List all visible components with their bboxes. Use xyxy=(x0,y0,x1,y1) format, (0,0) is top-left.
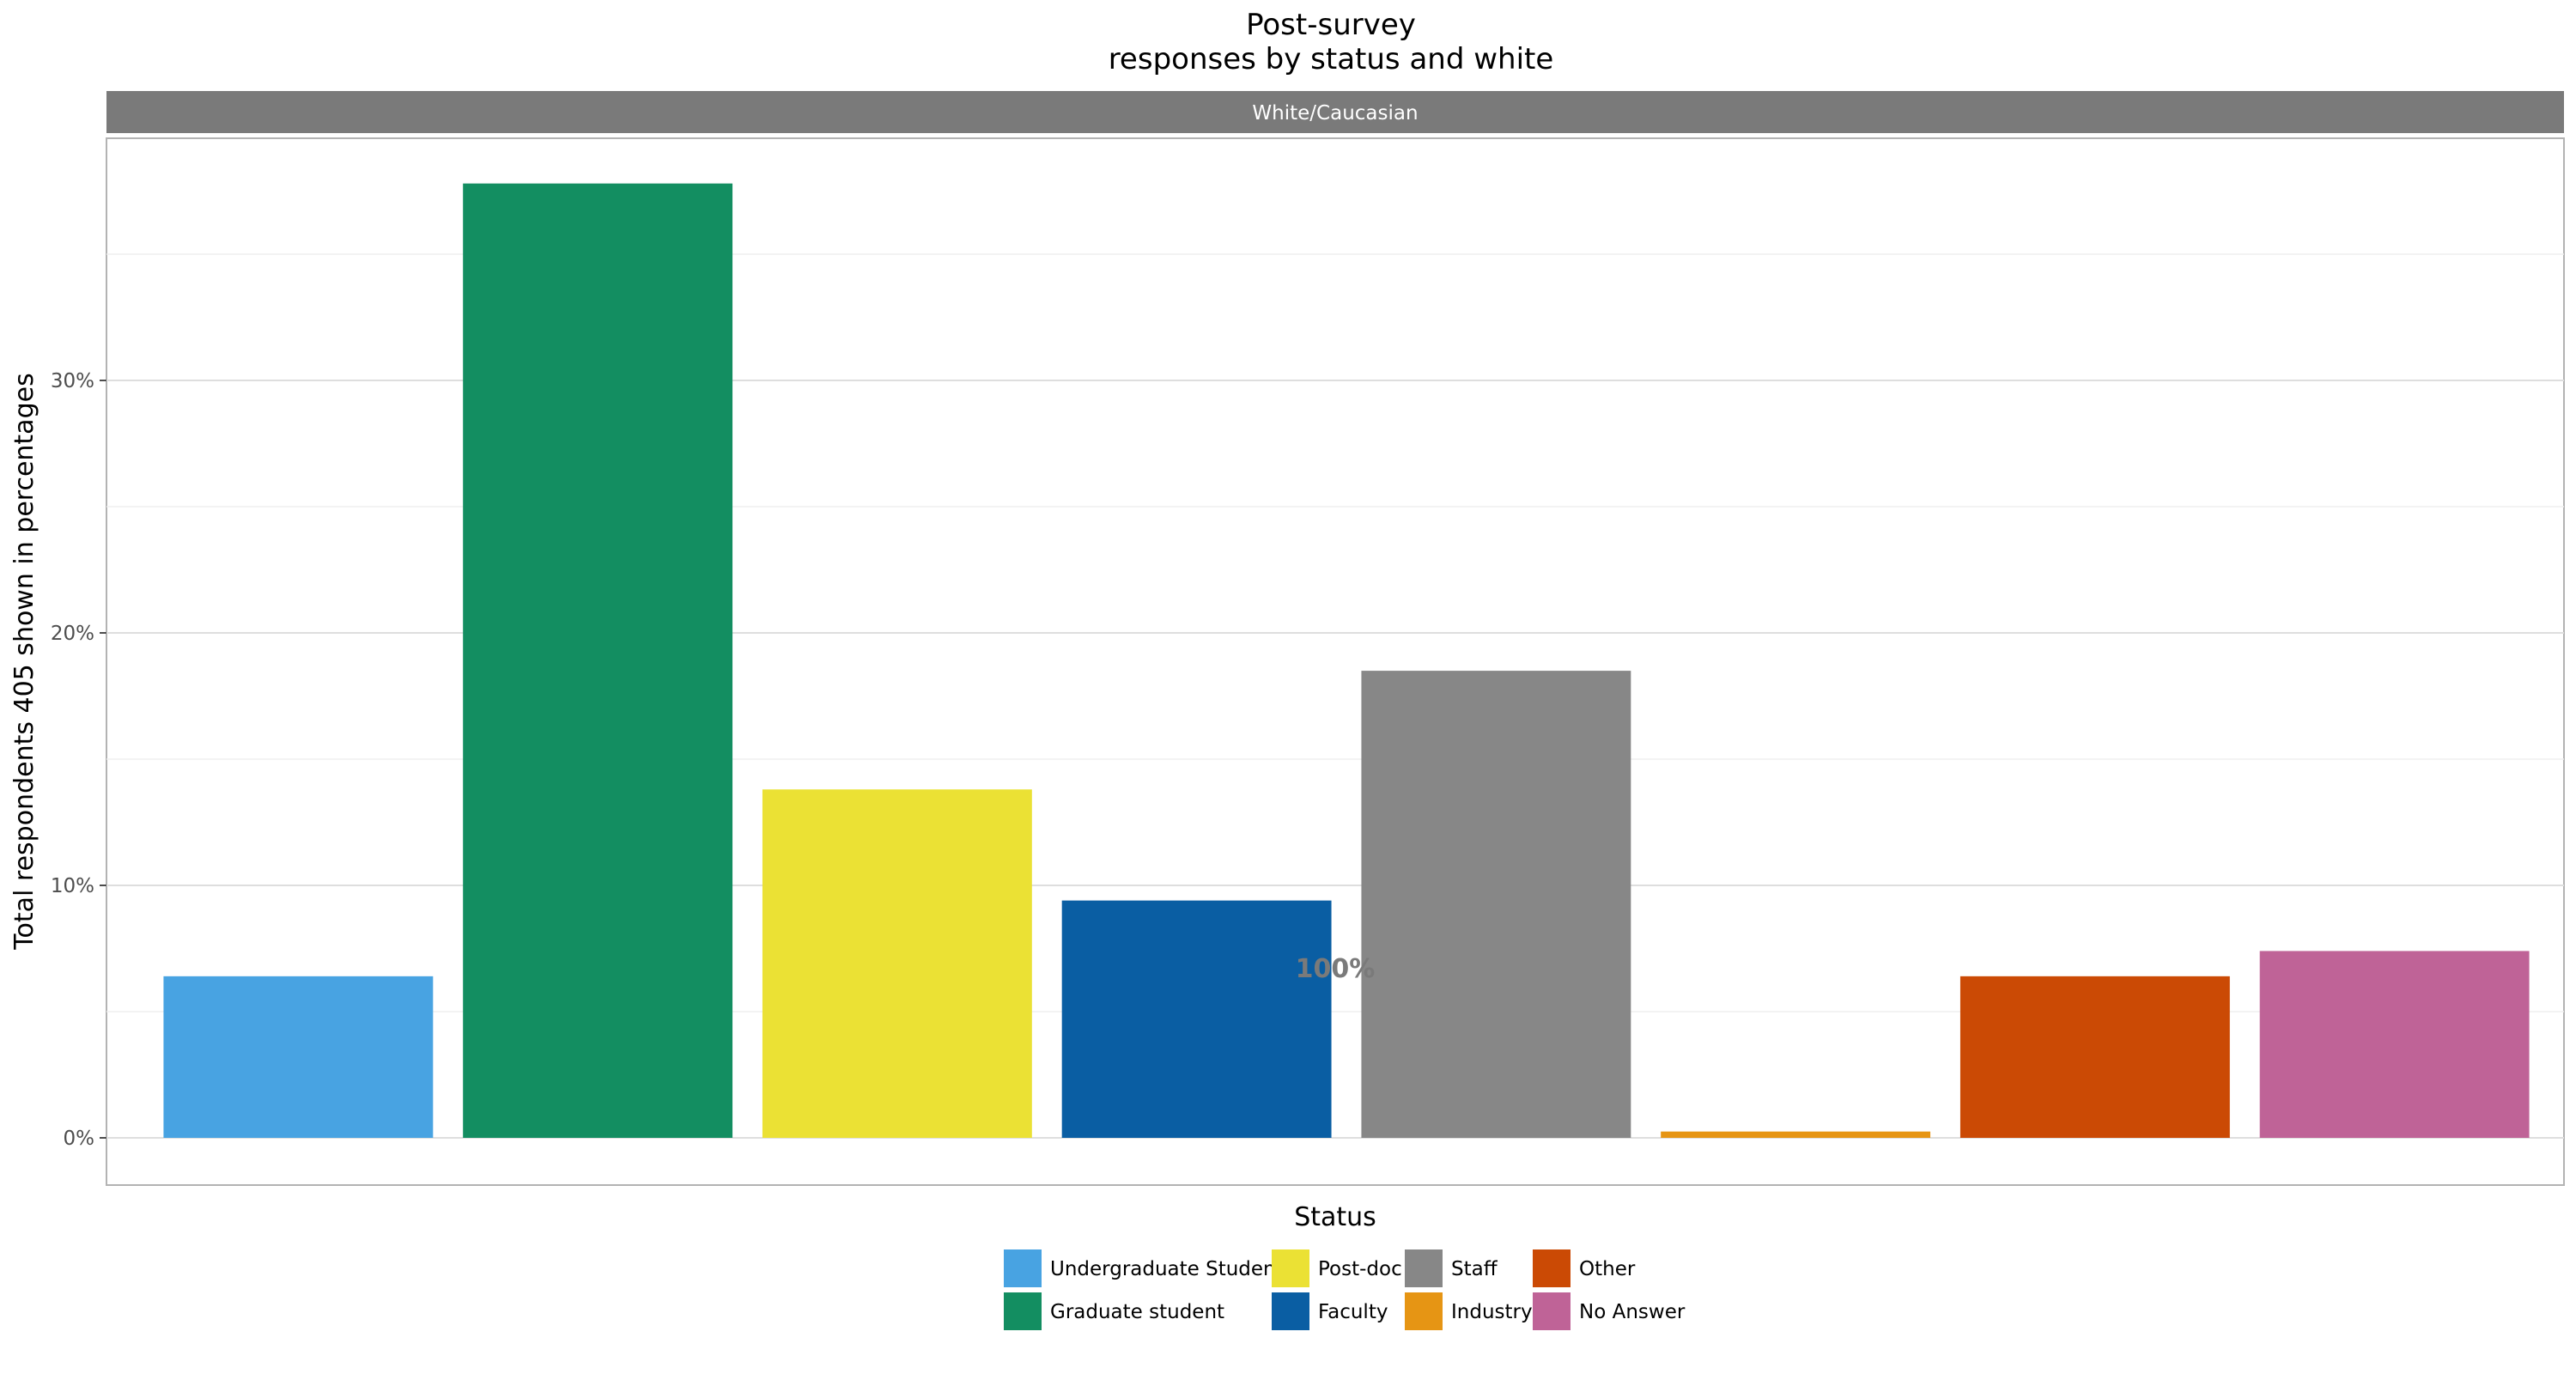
legend-key-post-doc xyxy=(1272,1249,1309,1287)
legend-key-staff xyxy=(1405,1249,1443,1287)
bar-annotation: 100% xyxy=(1296,954,1376,984)
legend-label: Faculty xyxy=(1318,1301,1388,1323)
bar-faculty xyxy=(1061,900,1332,1138)
bars xyxy=(163,183,2530,1139)
y-tick-label: 10% xyxy=(51,875,94,897)
bar-staff xyxy=(1361,671,1631,1138)
y-tick-label: 20% xyxy=(51,623,94,645)
legend-key-faculty xyxy=(1272,1292,1309,1330)
legend-key-undergraduate-student xyxy=(1004,1249,1042,1287)
legend-label: No Answer xyxy=(1579,1301,1686,1323)
legend-key-graduate-student xyxy=(1004,1292,1042,1330)
facet-strip-label: White/Caucasian xyxy=(1252,102,1418,125)
legend-label: Industry xyxy=(1451,1301,1533,1323)
legend-label: Undergraduate Student xyxy=(1050,1258,1284,1280)
chart-title-line-1: Post-survey xyxy=(1246,8,1416,42)
legend-label: Other xyxy=(1579,1258,1636,1280)
bar-industry xyxy=(1661,1131,1931,1138)
y-axis-ticks: 0% 10% 20% 30% xyxy=(51,370,106,1150)
x-axis-title: Status xyxy=(1294,1202,1376,1232)
chart-title-line-2: responses by status and white xyxy=(1109,42,1554,76)
legend-label: Staff xyxy=(1451,1258,1498,1280)
bar-other xyxy=(1959,976,2230,1138)
y-tick-label: 30% xyxy=(51,370,94,392)
legend-key-no-answer xyxy=(1533,1292,1571,1330)
y-tick-label: 0% xyxy=(64,1128,95,1150)
facet-strip xyxy=(106,91,2564,133)
bar-graduate-student xyxy=(463,183,733,1139)
bar-undergraduate-student xyxy=(163,976,434,1138)
legend: Undergraduate Student Graduate student Pos… xyxy=(1004,1249,1686,1330)
legend-key-industry xyxy=(1405,1292,1443,1330)
legend-label: Post-doc xyxy=(1318,1258,1402,1280)
legend-key-other xyxy=(1533,1249,1571,1287)
bar-post-doc xyxy=(762,789,1032,1138)
y-axis-title: Total respondents 405 shown in percentag… xyxy=(9,373,39,950)
legend-label: Graduate student xyxy=(1050,1301,1224,1323)
bar-no-answer xyxy=(2259,951,2530,1138)
